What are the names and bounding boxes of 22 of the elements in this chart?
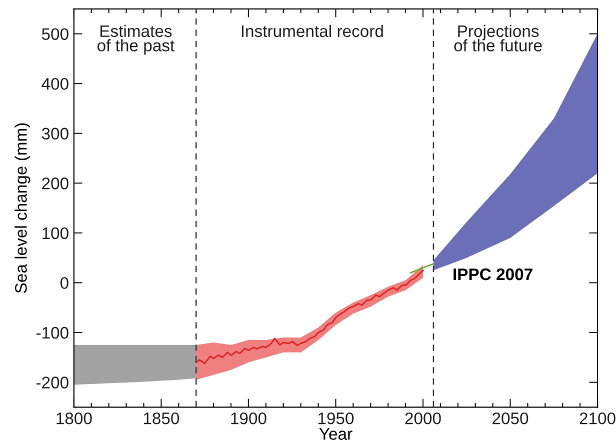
y-tick-label: -200	[36, 376, 68, 388]
y-axis-title: Sea level change (mm)	[14, 123, 30, 293]
x-tick-label: 2100	[580, 412, 616, 424]
y-tick-label: 200	[42, 178, 68, 190]
annotation: Instrumental record	[242, 24, 383, 38]
annotation: Projections of the future	[454, 24, 542, 52]
x-tick-label: 2000	[405, 412, 441, 424]
x-tick-label: 1900	[231, 412, 266, 424]
x-tick-label: 1850	[144, 412, 180, 424]
y-tick-label: 400	[42, 78, 68, 90]
y-tick-label: 300	[42, 128, 68, 140]
annotation: IPPC 2007	[454, 268, 532, 280]
line-series	[195, 270, 424, 364]
y-tick-label: 100	[42, 227, 68, 240]
x-tick-label: 2050	[492, 412, 528, 424]
y-tick-label: -100	[36, 326, 68, 339]
y-tick-label: 0	[60, 277, 68, 289]
x-tick-label: 1950	[318, 412, 354, 424]
x-axis-title: Year	[319, 428, 352, 440]
y-tick-label: 500	[42, 28, 68, 40]
x-tick-label: 1800	[56, 412, 92, 424]
annotation: Estimates of the past	[97, 24, 174, 55]
